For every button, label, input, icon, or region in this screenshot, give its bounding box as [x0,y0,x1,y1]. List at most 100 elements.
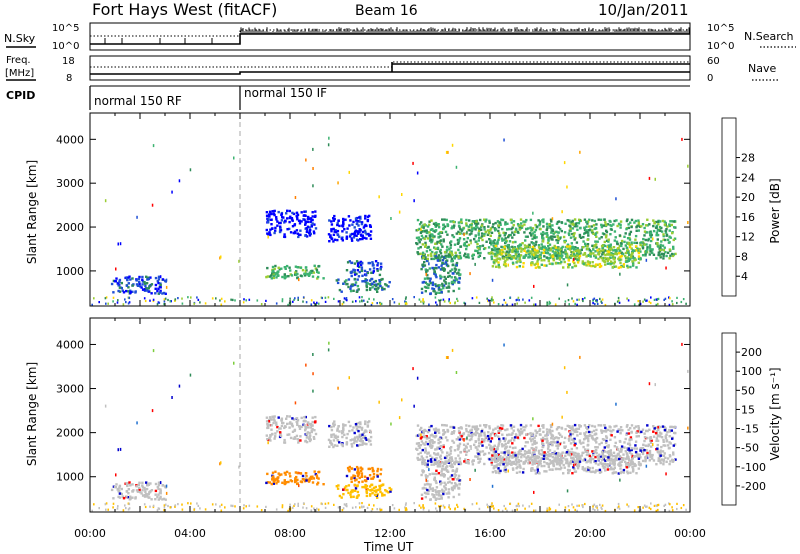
power-ground-scatter-cell [302,296,305,299]
velocity-echo-cell-2 [306,478,310,481]
power-echo-cell-2 [306,272,310,276]
power-echo-cell-4 [347,278,351,281]
velocity-echo-cell-6 [451,469,455,472]
velocity-echo-cell-0 [144,488,147,491]
power-echo-cell-7 [417,236,420,239]
power-echo-cell-7 [477,255,480,259]
power-echo-cell-5 [370,271,373,274]
power-ground-scatter-cell [234,299,236,302]
velocity-echo-cell-1 [303,424,306,427]
power-echo-cell-8 [543,259,546,262]
velocity-echo-cell-7 [520,432,524,435]
power-echo-cell-7 [450,257,454,260]
power-echo-cell-0 [154,276,158,280]
power-echo-cell-7 [512,250,516,253]
velocity-echo-cell-7 [565,458,569,461]
power-echo-cell-0 [163,279,167,282]
velocity-echo-cell-7 [464,458,467,461]
power-echo-cell-8 [558,252,561,255]
power-echo-cell-5 [371,261,374,264]
power-echo-cell-7 [465,218,468,222]
power-echo-cell-8 [527,256,530,259]
power-echo-cell-1 [310,223,313,227]
power-ground-scatter-cell [220,297,223,300]
power-echo-cell-7 [555,238,558,242]
power-echo-cell-7 [449,220,452,223]
velocity-echo-cell-3 [360,426,364,430]
power-echo-cell-7 [434,256,437,259]
velocity-echo-cell-6 [444,488,448,491]
power-ground-scatter-cell [341,303,344,306]
velocity-echo-cell-7 [446,439,449,442]
power-echo-cell-7 [608,219,611,223]
power-echo-cell-1 [304,210,307,213]
velocity-echo-cell-0 [138,486,141,489]
velocity-echo-cell-2 [272,477,275,480]
power-echo-cell-7 [657,253,660,257]
power-echo-cell-7 [633,221,636,224]
velocity-echo-cell-3 [332,439,336,442]
velocity-echo-cell-6 [422,470,425,473]
velocity-echo-cell-3 [362,431,366,435]
velocity-echo-cell-7 [518,433,521,437]
power-ground-scatter-cell [669,297,671,300]
velocity-echo-cell-7 [450,458,453,461]
power-echo-cell-7 [591,244,594,247]
velocity-echo-cell-8 [533,457,536,460]
power-echo-cell-4 [387,285,390,288]
velocity-echo-cell-7 [665,433,668,436]
power-echo-cell-7 [664,231,668,234]
velocity-echo-cell-3 [367,438,370,441]
power-echo-cell-8 [603,244,607,248]
power-echo-cell-7 [636,247,639,250]
velocity-echo-cell-7 [521,430,524,433]
power-echo-cell-6 [457,268,461,272]
velocity-echo-cell-7 [642,443,645,446]
velocity-echo-cell-7 [416,456,419,460]
power-echo-cell-2 [265,275,268,279]
power-echo-cell-2 [287,275,290,278]
power-echo-cell-7 [494,221,497,225]
power-echo-cell-7 [582,240,585,243]
velocity-echo-cell-7 [562,441,566,444]
power-echo-cell-7 [545,222,549,226]
velocity-echo-cell-7 [664,444,667,447]
velocity-echo-cell-6 [433,478,436,481]
power-echo-cell-7 [556,257,559,260]
velocity-echo-cell-7 [475,428,479,432]
power-echo-cell-7 [655,234,658,237]
velocity-echo-cell-7 [658,451,662,454]
power-echo-cell-7 [467,256,470,259]
velocity-echo-cell-1 [288,433,291,436]
power-colorbar-frame [721,117,737,297]
velocity-echo-cell-1 [290,423,294,427]
velocity-scatter-data [91,341,689,513]
velocity-echo-cell-7 [599,455,602,458]
velocity-echo-cell-8 [596,469,599,472]
velocity-echo-cell-7 [501,427,504,430]
power-echo-cell-8 [620,254,623,258]
power-ground-scatter-cell [558,297,560,300]
velocity-echo-cell-7 [465,429,468,433]
velocity-echo-cell-1 [308,436,311,439]
power-echo-cell-7 [489,234,492,237]
power-echo-cell-7 [501,227,504,231]
power-echo-cell-7 [525,218,528,222]
power-echo-cell-7 [504,240,508,244]
power-echo-cell-6 [434,284,438,288]
velocity-echo-cell-3 [347,420,351,424]
velocity-echo-cell-5 [376,475,379,478]
velocity-echo-cell-0 [131,496,134,499]
power-echo-cell-8 [539,253,542,257]
power-echo-cell-6 [457,271,460,274]
velocity-echo-cell-7 [616,448,619,451]
velocity-echo-cell-1 [313,437,316,440]
power-echo-cell-8 [512,256,516,259]
power-ground-scatter-cell [504,301,507,304]
power-echo-cell-7 [672,220,675,223]
power-echo-cell-1 [266,232,269,235]
power-echo-cell-8 [542,251,545,255]
velocity-echo-cell-1 [274,435,277,438]
power-ground-scatter-cell [124,298,126,301]
power-noise-cell [219,256,221,260]
